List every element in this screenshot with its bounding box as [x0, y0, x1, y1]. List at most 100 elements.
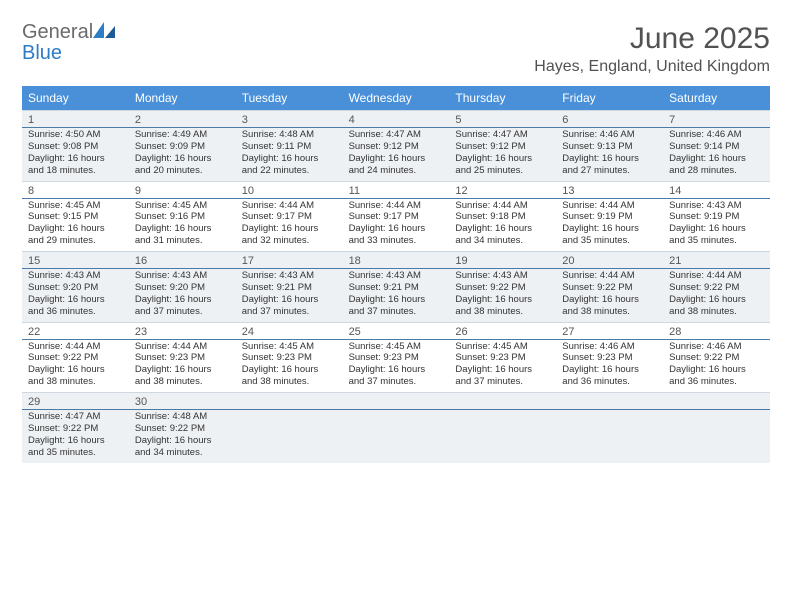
day-number: 4	[343, 111, 450, 127]
day-cell: Sunrise: 4:43 AMSunset: 9:20 PMDaylight:…	[22, 269, 129, 322]
daylight-hours: 16	[709, 364, 720, 375]
sunrise-line: Sunrise: 4:45 AM	[28, 200, 123, 212]
sunrise-value: 4:44 AM	[66, 341, 101, 352]
day-number: 26	[449, 323, 556, 339]
daylight-line: Daylight: 16 hours and 24 minutes.	[349, 153, 444, 177]
daylight-minutes: 20	[153, 165, 164, 176]
sunrise-value: 4:43 AM	[279, 270, 314, 281]
sunset-value: 9:17 PM	[277, 211, 312, 222]
sunset-value: 9:22 PM	[63, 352, 98, 363]
sunrise-value: 4:44 AM	[600, 200, 635, 211]
day-number: 20	[556, 252, 663, 268]
day-cell: Sunrise: 4:47 AMSunset: 9:12 PMDaylight:…	[343, 128, 450, 181]
logo-text-general: General	[22, 21, 93, 43]
daylight-line: Daylight: 16 hours and 18 minutes.	[28, 153, 123, 177]
daylight-minutes: 34	[153, 447, 164, 458]
sunrise-line: Sunrise: 4:46 AM	[562, 341, 657, 353]
daylight-hours: 16	[709, 153, 720, 164]
daylight-hours: 16	[174, 364, 185, 375]
daylight-minutes: 31	[153, 235, 164, 246]
daylight-line: Daylight: 16 hours and 36 minutes.	[562, 364, 657, 388]
sunrise-line: Sunrise: 4:47 AM	[349, 129, 444, 141]
calendar-data-row: Sunrise: 4:47 AMSunset: 9:22 PMDaylight:…	[22, 410, 770, 463]
sunset-value: 9:23 PM	[490, 352, 525, 363]
day-number	[343, 393, 450, 409]
day-number: 15	[22, 252, 129, 268]
day-cell: Sunrise: 4:46 AMSunset: 9:22 PMDaylight:…	[663, 340, 770, 393]
daylight-minutes: 38	[260, 376, 271, 387]
sunset-value: 9:16 PM	[170, 211, 205, 222]
daylight-hours: 16	[68, 435, 79, 446]
day-cell: Sunrise: 4:43 AMSunset: 9:22 PMDaylight:…	[449, 269, 556, 322]
sunset-value: 9:15 PM	[63, 211, 98, 222]
sunrise-line: Sunrise: 4:45 AM	[455, 341, 550, 353]
sunrise-line: Sunrise: 4:43 AM	[135, 270, 230, 282]
sunrise-value: 4:48 AM	[279, 129, 314, 140]
sunrise-line: Sunrise: 4:47 AM	[455, 129, 550, 141]
day-number	[556, 393, 663, 409]
day-number	[449, 393, 556, 409]
sunrise-line: Sunrise: 4:43 AM	[669, 200, 764, 212]
daylight-minutes: 18	[47, 165, 58, 176]
sunset-value: 9:13 PM	[597, 141, 632, 152]
daylight-minutes: 38	[688, 306, 699, 317]
sunset-value: 9:12 PM	[490, 141, 525, 152]
day-number: 9	[129, 182, 236, 198]
day-number: 12	[449, 182, 556, 198]
sunset-value: 9:21 PM	[277, 282, 312, 293]
daylight-hours: 16	[388, 364, 399, 375]
sunset-value: 9:22 PM	[704, 352, 739, 363]
sunset-line: Sunset: 9:14 PM	[669, 141, 764, 153]
sunrise-value: 4:44 AM	[600, 270, 635, 281]
logo: General Blue	[22, 22, 115, 64]
daylight-line: Daylight: 16 hours and 38 minutes.	[562, 294, 657, 318]
daylight-minutes: 38	[153, 376, 164, 387]
sunrise-line: Sunrise: 4:47 AM	[28, 411, 123, 423]
daylight-line: Daylight: 16 hours and 35 minutes.	[669, 223, 764, 247]
day-cell: Sunrise: 4:43 AMSunset: 9:21 PMDaylight:…	[236, 269, 343, 322]
sunset-value: 9:19 PM	[704, 211, 739, 222]
sunset-value: 9:17 PM	[383, 211, 418, 222]
day-cell: Sunrise: 4:47 AMSunset: 9:22 PMDaylight:…	[22, 410, 129, 463]
sunset-line: Sunset: 9:08 PM	[28, 141, 123, 153]
daylight-minutes: 36	[47, 306, 58, 317]
day-cell: Sunrise: 4:44 AMSunset: 9:17 PMDaylight:…	[343, 199, 450, 252]
day-number: 3	[236, 111, 343, 127]
day-cell: Sunrise: 4:44 AMSunset: 9:19 PMDaylight:…	[556, 199, 663, 252]
daylight-hours: 16	[174, 153, 185, 164]
day-cell: Sunrise: 4:44 AMSunset: 9:23 PMDaylight:…	[129, 340, 236, 393]
daylight-minutes: 36	[581, 376, 592, 387]
sunset-line: Sunset: 9:23 PM	[349, 352, 444, 364]
daylight-line: Daylight: 16 hours and 37 minutes.	[349, 294, 444, 318]
calendar: SundayMondayTuesdayWednesdayThursdayFrid…	[22, 86, 770, 463]
day-number: 13	[556, 182, 663, 198]
sunrise-line: Sunrise: 4:44 AM	[28, 341, 123, 353]
sunrise-value: 4:46 AM	[707, 341, 742, 352]
calendar-data-row: Sunrise: 4:43 AMSunset: 9:20 PMDaylight:…	[22, 269, 770, 322]
daylight-hours: 16	[281, 153, 292, 164]
day-cell	[449, 410, 556, 463]
sunrise-line: Sunrise: 4:43 AM	[455, 270, 550, 282]
calendar-body: 1234567Sunrise: 4:50 AMSunset: 9:08 PMDa…	[22, 110, 770, 463]
sunset-line: Sunset: 9:22 PM	[562, 282, 657, 294]
daylight-line: Daylight: 16 hours and 37 minutes.	[135, 294, 230, 318]
weekday-header: Monday	[129, 86, 236, 110]
header: General Blue June 2025 Hayes, England, U…	[22, 22, 770, 76]
sunset-value: 9:22 PM	[597, 282, 632, 293]
sunset-line: Sunset: 9:22 PM	[455, 282, 550, 294]
sunset-line: Sunset: 9:13 PM	[562, 141, 657, 153]
sunrise-line: Sunrise: 4:45 AM	[242, 341, 337, 353]
sunset-line: Sunset: 9:16 PM	[135, 211, 230, 223]
calendar-daynum-row: 891011121314	[22, 181, 770, 198]
day-number: 21	[663, 252, 770, 268]
sunrise-line: Sunrise: 4:44 AM	[349, 200, 444, 212]
weekday-header: Sunday	[22, 86, 129, 110]
sunrise-value: 4:49 AM	[172, 129, 207, 140]
day-cell: Sunrise: 4:45 AMSunset: 9:23 PMDaylight:…	[449, 340, 556, 393]
day-number: 24	[236, 323, 343, 339]
sunset-line: Sunset: 9:12 PM	[349, 141, 444, 153]
day-cell: Sunrise: 4:46 AMSunset: 9:23 PMDaylight:…	[556, 340, 663, 393]
sunrise-line: Sunrise: 4:44 AM	[562, 270, 657, 282]
calendar-header-row: SundayMondayTuesdayWednesdayThursdayFrid…	[22, 86, 770, 110]
day-cell: Sunrise: 4:45 AMSunset: 9:15 PMDaylight:…	[22, 199, 129, 252]
